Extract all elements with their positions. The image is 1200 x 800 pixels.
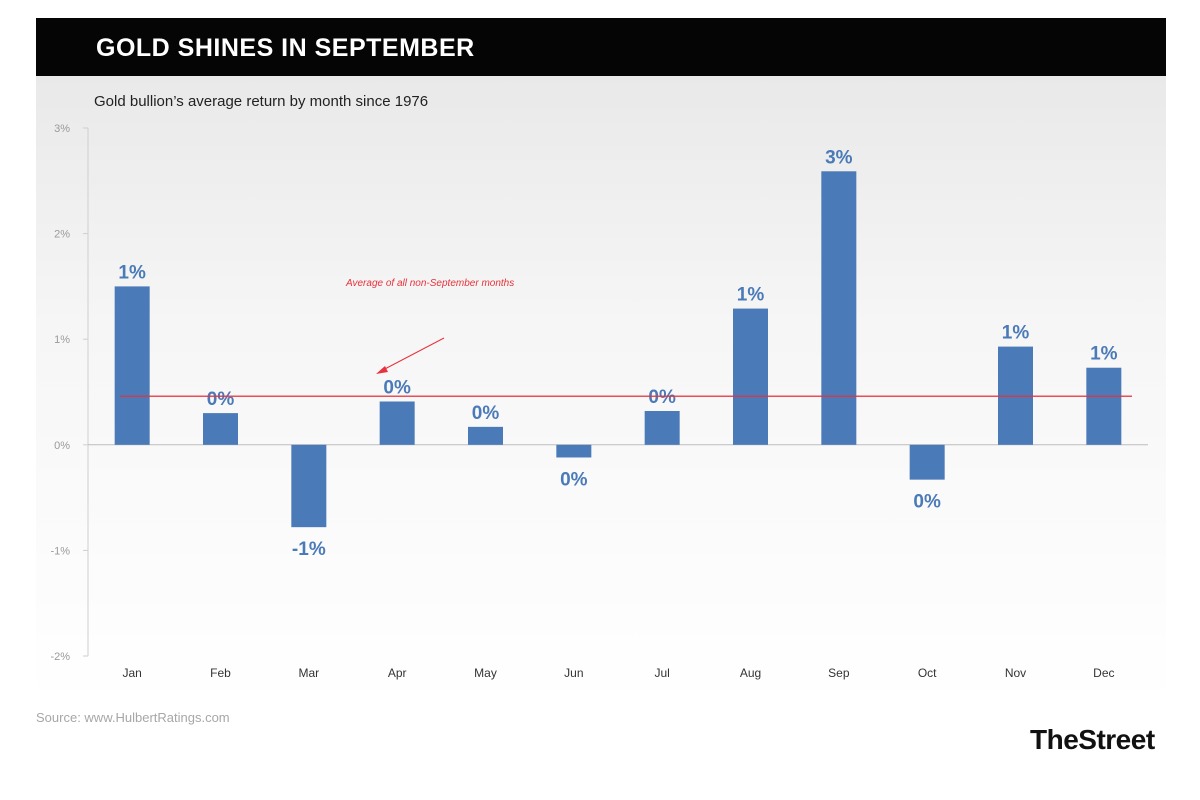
- data-label: 1%: [118, 262, 146, 283]
- y-tick-label: -1%: [50, 545, 70, 557]
- x-tick-label: May: [474, 666, 497, 680]
- data-label: 0%: [207, 389, 235, 410]
- x-tick-label: Jun: [564, 666, 583, 680]
- bar-sep: [821, 171, 857, 445]
- data-label: 0%: [913, 492, 941, 513]
- x-tick-label: Jan: [122, 666, 141, 680]
- x-tick-label: Nov: [1005, 666, 1026, 680]
- y-tick-label: 2%: [54, 229, 70, 241]
- data-label: 0%: [383, 378, 411, 399]
- bar-jan: [114, 286, 150, 445]
- data-label: 3%: [825, 147, 853, 168]
- data-label: 0%: [560, 469, 588, 490]
- average-annotation: Average of all non-September months: [345, 278, 514, 289]
- x-tick-label: Dec: [1093, 666, 1114, 680]
- chart-panel: Gold bullion’s average return by month s…: [36, 76, 1166, 704]
- thestreet-logo: TheStreet: [1030, 724, 1155, 755]
- x-tick-label: Oct: [918, 666, 937, 680]
- x-tick-label: Sep: [828, 666, 850, 680]
- bar-dec: [1086, 367, 1122, 445]
- x-tick-label: Mar: [298, 666, 319, 680]
- y-tick-label: 1%: [54, 334, 70, 346]
- bar-oct: [909, 444, 945, 480]
- chart-subtitle: Gold bullion’s average return by month s…: [94, 93, 428, 110]
- x-tick-label: Aug: [740, 666, 761, 680]
- data-label: -1%: [292, 539, 326, 560]
- y-tick-label: 3%: [54, 123, 70, 135]
- x-tick-label: Jul: [654, 666, 669, 680]
- data-label: 1%: [737, 285, 765, 306]
- x-tick-label: Apr: [388, 666, 407, 680]
- bar-may: [468, 426, 503, 445]
- data-label: 0%: [648, 387, 676, 408]
- x-tick-label: Feb: [210, 666, 231, 680]
- source-note: Source: www.HulbertRatings.com: [36, 710, 230, 725]
- data-label: 0%: [472, 403, 500, 424]
- title-bar: GOLD SHINES IN SEPTEMBER: [36, 18, 1166, 76]
- bar-jul: [644, 411, 680, 445]
- bar-feb: [203, 413, 238, 445]
- bar-apr: [379, 401, 415, 445]
- y-tick-label: -2%: [50, 651, 70, 663]
- data-label: 1%: [1090, 344, 1118, 365]
- annotation-arrow-shaft: [380, 337, 445, 372]
- chart-title: GOLD SHINES IN SEPTEMBER: [96, 34, 475, 62]
- bar-mar: [291, 444, 327, 528]
- bar-aug: [733, 308, 768, 445]
- bar-jun: [556, 444, 592, 458]
- y-tick-label: 0%: [54, 440, 70, 452]
- annotation-arrow-head: [376, 366, 388, 374]
- bar-chart: Gold bullion’s average return by month s…: [50, 93, 1148, 680]
- data-label: 1%: [1002, 323, 1030, 344]
